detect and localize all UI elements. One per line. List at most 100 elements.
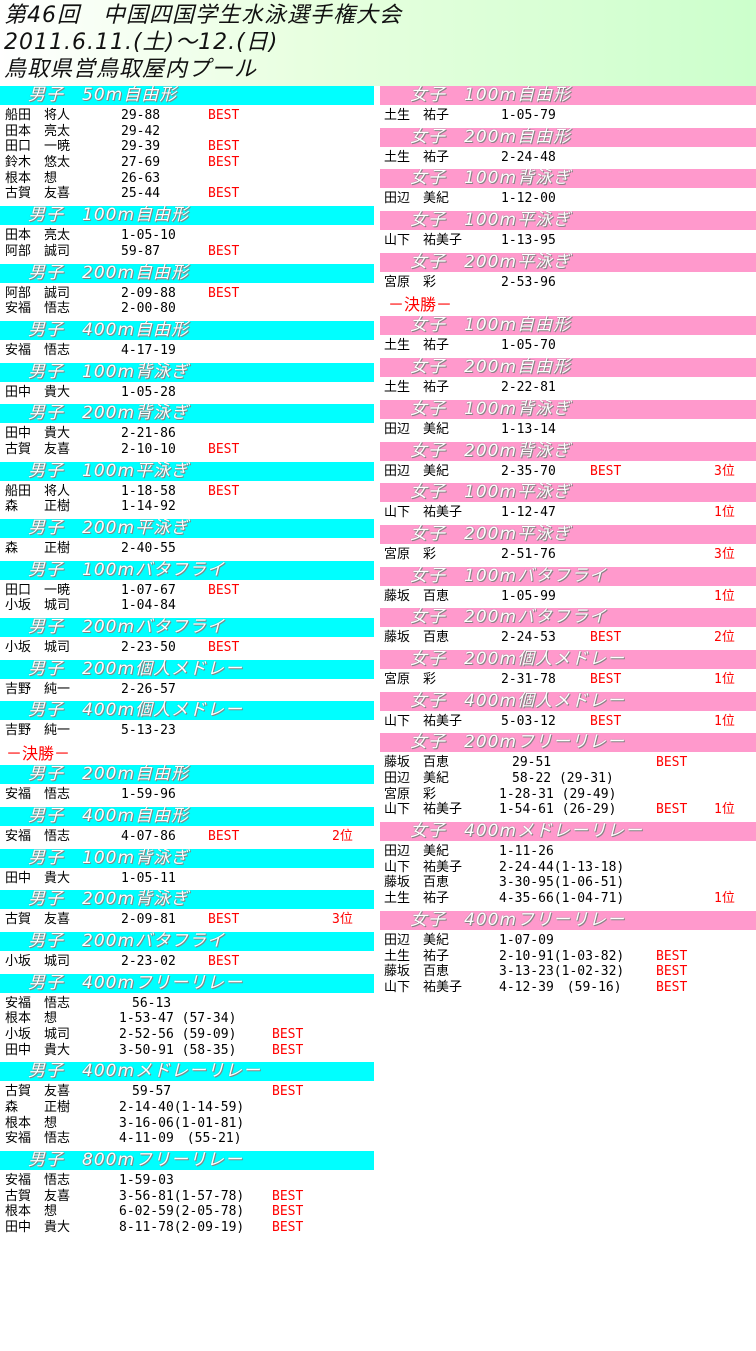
event-section: 女子 200m個人メドレー 宮原 彩 2-31-78 BEST 1位 xyxy=(380,649,756,692)
placement: 2位 xyxy=(332,828,353,844)
event-title: 女子 200m自由形 xyxy=(410,358,572,378)
event-section: 女子 100m背泳ぎ 田辺 美紀 1-13-14 xyxy=(380,399,756,442)
best-badge: BEST xyxy=(590,463,622,479)
result-time: 27-69 xyxy=(121,155,161,171)
swimmer-name: 藤坂 百恵 xyxy=(384,755,450,771)
result-time: 1-14-92 xyxy=(121,499,176,515)
result-time: 3-30-95(1-06-51) xyxy=(499,875,625,891)
result-time: 5-13-23 xyxy=(121,723,176,739)
event-section: 女子 200m自由形 土生 祐子 2-24-48 xyxy=(380,127,756,170)
result-row: 土生 祐子 2-10-91(1-03-82) BEST xyxy=(380,949,756,965)
event-title: 女子 200m背泳ぎ xyxy=(410,441,572,461)
event-section: 女子 100m平泳ぎ 山下 祐美子 1-12-47 1位 xyxy=(380,483,756,525)
event-section: 女子 100mバタフライ 藤坂 百恵 1-05-99 1位 xyxy=(380,566,756,609)
swimmer-name: 吉野 純一 xyxy=(5,681,71,697)
event-section: 男子 200m背泳ぎ 古賀 友喜 2-09-81 BEST 3位 xyxy=(0,890,374,932)
result-time: 4-35-66(1-04-71) xyxy=(499,891,625,907)
event-title-bar: 女子 200m自由形 xyxy=(380,127,756,147)
swimmer-name: 田本 亮太 xyxy=(5,228,71,244)
result-row: 小坂 城司 2-23-02 BEST xyxy=(0,954,374,970)
swimmer-name: 藤坂 百恵 xyxy=(384,964,450,980)
best-badge: BEST xyxy=(208,483,240,499)
swimmer-name: 田辺 美紀 xyxy=(384,191,450,207)
event-section: 女子 100m平泳ぎ 山下 祐美子 1-13-95 xyxy=(380,211,756,253)
best-badge: BEST xyxy=(208,243,240,259)
event-title-bar: 女子 200mバタフライ xyxy=(380,608,756,628)
result-row: 阿部 誠司 59-87 BEST xyxy=(0,244,374,260)
best-badge: BEST xyxy=(208,441,240,457)
best-badge: BEST xyxy=(272,1042,304,1058)
event-section: 女子 100m自由形 土生 祐子 1-05-79 xyxy=(380,86,756,128)
event-title: 男子 100mバタフライ xyxy=(28,560,226,580)
result-row: 根本 想 3-16-06(1-01-81) xyxy=(0,1116,374,1132)
event-section: 女子 100m背泳ぎ 田辺 美紀 1-12-00 xyxy=(380,169,756,211)
result-row: 田本 亮太 1-05-10 xyxy=(0,228,374,244)
event-title: 男子 400m自由形 xyxy=(28,320,190,340)
event-section: 男子 200mバタフライ小坂 城司 2-23-02 BEST xyxy=(0,931,374,974)
placement: 3位 xyxy=(332,912,353,928)
event-section: 男子 100m平泳ぎ 船田 将人 1-18-58 BEST 森 正樹 1-14-92 xyxy=(0,461,374,519)
result-row: 安福 悟志 4-11-09 (55-21) xyxy=(0,1131,374,1147)
result-row: 吉野 純一 5-13-23 xyxy=(0,723,374,739)
event-title-bar: 男子 200mバタフライ xyxy=(0,618,374,638)
swimmer-name: 阿部 誠司 xyxy=(5,243,71,259)
result-time: 1-13-95 xyxy=(501,233,556,249)
swimmer-name: 安福 悟志 xyxy=(5,1173,71,1189)
result-time: 2-35-70 xyxy=(501,463,556,479)
best-badge: BEST xyxy=(208,912,240,928)
swimmer-name: 根本 想 xyxy=(5,170,58,186)
event-title-bar: 女子 100m平泳ぎ xyxy=(380,483,756,503)
event-title: 女子 200m個人メドレー xyxy=(410,649,626,669)
result-time: 4-07-86 xyxy=(121,828,176,844)
meet-venue: 鳥取県営鳥取屋内プール xyxy=(4,57,258,82)
event-title: 男子 200mバタフライ xyxy=(28,931,226,951)
event-title: 女子 200mバタフライ xyxy=(410,608,608,628)
result-row: 古賀 友喜 25-44 BEST xyxy=(0,186,374,202)
result-row: 田口 一暁 29-39 BEST xyxy=(0,139,374,155)
event-section: 女子 400mフリーリレー 田辺 美紀 1-07-09 土生 祐子 2-10-91(1-… xyxy=(380,910,756,1000)
event-title: 男子 100m平泳ぎ xyxy=(28,461,190,481)
event-title-bar: 男子 200m自由形 xyxy=(0,765,374,785)
event-title: 男子 400mフリーリレー xyxy=(28,973,244,993)
result-time: 25-44 xyxy=(121,186,161,202)
swimmer-name: 根本 想 xyxy=(5,1115,58,1131)
swimmer-name: 田中 貴大 xyxy=(5,870,71,886)
event-title-bar: 男子 400m自由形 xyxy=(0,320,374,340)
swimmer-name: 安福 悟志 xyxy=(5,301,71,317)
event-title: 女子 100m自由形 xyxy=(410,86,572,105)
result-row: 山下 祐美子 2-24-44(1-13-18) xyxy=(380,860,756,876)
event-section: 男子 100mバタフライ 田口 一暁 1-07-67 BEST 小坂 城司 1-04-84 xyxy=(0,560,374,618)
swimmer-name: 森 正樹 xyxy=(5,1100,71,1115)
swimmer-name: 安福 悟志 xyxy=(5,995,71,1011)
event-title: 男子 200m自由形 xyxy=(28,765,190,785)
swimmer-name: 船田 将人 xyxy=(5,483,71,499)
placement: 1位 xyxy=(714,671,735,687)
result-time: 1-04-84 xyxy=(121,598,176,614)
event-title-bar: 男子 100m平泳ぎ xyxy=(0,461,374,481)
event-title: 女子 100m背泳ぎ xyxy=(410,169,572,189)
result-row: 森 正樹 2-14-40(1-14-59) xyxy=(0,1100,374,1116)
event-title: 男子 100m背泳ぎ xyxy=(28,362,190,382)
result-row: 山下 祐美子 5-03-12 BEST 1位 xyxy=(380,714,756,730)
result-time: 3-16-06(1-01-81) xyxy=(119,1115,245,1131)
event-title: 男子 200m平泳ぎ xyxy=(28,519,190,538)
result-row: 船田 将人 1-18-58 BEST xyxy=(0,484,374,500)
swimmer-name: 古賀 友喜 xyxy=(5,186,71,202)
result-row: 土生 祐子 2-22-81 xyxy=(380,380,756,396)
swimmer-name: 田口 一暁 xyxy=(5,582,71,598)
result-row: 山下 祐美子 4-12-39 (59-16) BEST xyxy=(380,980,756,996)
event-title-bar: 女子 100mバタフライ xyxy=(380,566,756,586)
swimmer-name: 田中 貴大 xyxy=(5,426,71,442)
placement: 3位 xyxy=(714,463,735,479)
result-row: 小坂 城司 2-23-50 BEST xyxy=(0,640,374,656)
event-title-bar: 女子 200m平泳ぎ xyxy=(380,524,756,544)
result-row: 田辺 美紀 1-07-09 xyxy=(380,933,756,949)
best-badge: BEST xyxy=(272,1084,304,1100)
event-title-bar: 女子 200mフリーリレー xyxy=(380,733,756,753)
result-row: 吉野 純一 2-26-57 xyxy=(0,682,374,698)
meet-title: 第46回 中国四国学生水泳選手権大会 xyxy=(4,3,402,28)
event-title-bar: 女子 200m背泳ぎ xyxy=(380,441,756,461)
event-title-bar: 男子 400mフリーリレー xyxy=(0,973,374,993)
event-section: 女子 100m自由形 土生 祐子 1-05-70 xyxy=(380,316,756,358)
event-section: 男子 200m平泳ぎ森 正樹 2-40-55 xyxy=(0,519,374,561)
